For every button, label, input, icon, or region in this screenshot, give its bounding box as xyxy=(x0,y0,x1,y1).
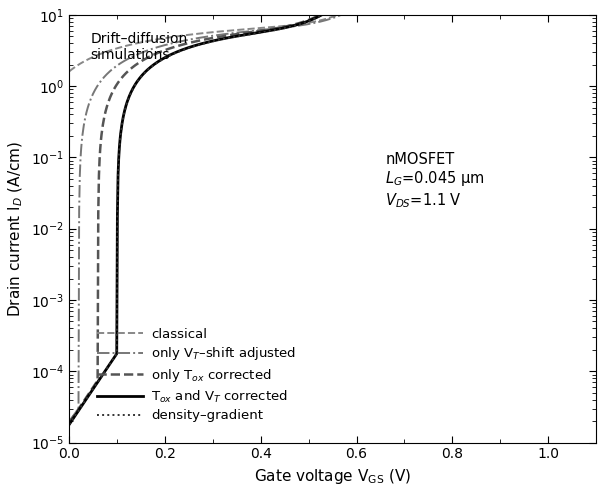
Text: Drift–diffusion
simulations: Drift–diffusion simulations xyxy=(90,32,188,62)
X-axis label: Gate voltage V$_{\mathrm{GS}}$ (V): Gate voltage V$_{\mathrm{GS}}$ (V) xyxy=(254,467,411,486)
Legend: classical, only V$_T$–shift adjusted, only T$_{ox}$ corrected, T$_{ox}$ and V$_T: classical, only V$_T$–shift adjusted, on… xyxy=(92,322,302,427)
Text: nMOSFET
$L_G$=0.045 μm
$V_{DS}$=1.1 V: nMOSFET $L_G$=0.045 μm $V_{DS}$=1.1 V xyxy=(385,152,485,210)
Y-axis label: Drain current I$_D$ (A/cm): Drain current I$_D$ (A/cm) xyxy=(7,141,25,317)
